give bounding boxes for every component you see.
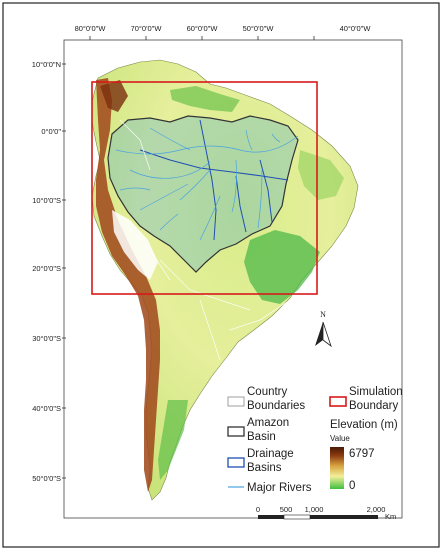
legend-simulation-line2: Boundary: [349, 400, 398, 412]
country-boundaries: [119, 119, 291, 361]
northeast-green: [298, 150, 344, 200]
lat-label-10n: 10°0'0"N: [32, 60, 61, 69]
legend-amazon-line2: Basin: [247, 431, 276, 443]
legend-amazon-line1: Amazon: [247, 417, 289, 429]
lat-label-0: 0°0'0": [41, 127, 61, 136]
latitude-ticks: 10°0'0"N 0°0'0" 10°0'0"S 20°0'0"S 30°0'0…: [32, 60, 66, 483]
scale-label-500: 500: [280, 505, 293, 514]
scale-label-0: 0: [256, 505, 260, 514]
major-rivers: [115, 127, 299, 241]
altiplano: [112, 210, 158, 280]
scale-label-2000: 2,000: [367, 505, 386, 514]
scale-label-1000: 1,000: [305, 505, 324, 514]
scale-unit: Km: [385, 512, 396, 521]
legend-elevation-title: Elevation (m): [330, 419, 398, 431]
legend-drainage-swatch: [227, 457, 245, 468]
lon-label-60w: 60°0'0"W: [187, 24, 219, 33]
legend-elevation-min: 0: [349, 480, 355, 492]
lat-label-50s: 50°0'0"S: [32, 474, 61, 483]
legend-country-swatch: [227, 396, 245, 407]
lat-label-30s: 30°0'0"S: [32, 334, 61, 343]
lat-label-10s: 10°0'0"S: [32, 196, 61, 205]
lon-label-80w: 80°0'0"W: [75, 24, 107, 33]
eastern-highlands-green: [244, 230, 320, 304]
legend-drainage-line1: Drainage: [247, 448, 294, 460]
legend-country-line2: Boundaries: [247, 400, 305, 412]
lon-label-50w: 50°0'0"W: [243, 24, 275, 33]
north-label: N: [320, 310, 326, 319]
scale-bar: 0 500 1,000 2,000 Km: [256, 505, 396, 521]
legend-rivers-label: Major Rivers: [247, 482, 312, 494]
andes-mountains: [96, 78, 160, 492]
legend: Country Boundaries Amazon Basin Drainage…: [227, 386, 403, 494]
legend-elevation-ramp: [330, 447, 344, 489]
legend-simulation-swatch: [329, 396, 347, 407]
longitude-ticks: 80°0'0"W 70°0'0"W 60°0'0"W 50°0'0"W 40°0…: [75, 24, 372, 40]
guiana-highlands: [170, 86, 240, 112]
lat-label-40s: 40°0'0"S: [32, 404, 61, 413]
legend-elevation-max: 6797: [349, 448, 375, 460]
patagonia-lowland: [158, 400, 188, 480]
legend-drainage-line2: Basins: [247, 462, 282, 474]
north-arrow-icon: N: [315, 310, 332, 348]
legend-country-line1: Country: [247, 386, 288, 398]
drainage-basins: [139, 119, 289, 241]
legend-amazon-swatch: [227, 426, 245, 437]
legend-simulation-line1: Simulation: [349, 386, 403, 398]
lon-label-70w: 70°0'0"W: [131, 24, 163, 33]
legend-value-label: Value: [330, 434, 350, 443]
lat-label-20s: 20°0'0"S: [32, 264, 61, 273]
simulation-boundary-rect: [91, 81, 318, 295]
northern-andes-detail: [100, 80, 128, 112]
lon-label-40w: 40°0'0"W: [340, 24, 372, 33]
